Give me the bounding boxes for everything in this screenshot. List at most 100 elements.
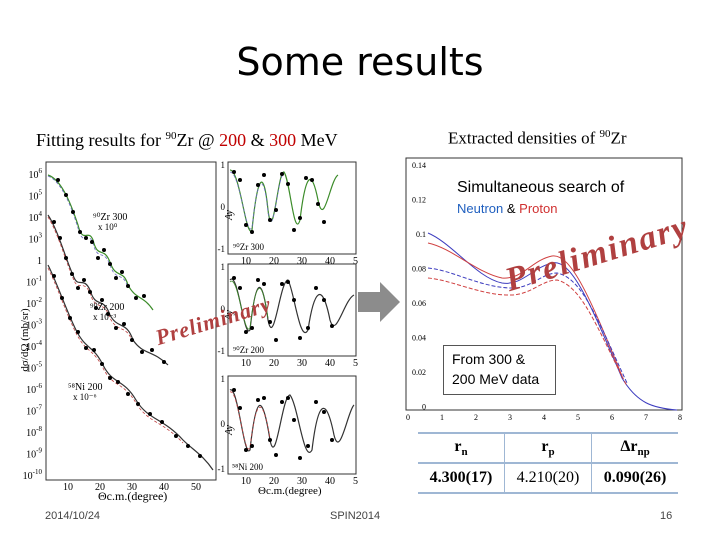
panel-scale-zr300: x 10⁰	[98, 222, 118, 232]
y-tick-label: 10-8	[26, 425, 42, 439]
y-tick-label: 105	[29, 189, 43, 203]
data-point	[232, 276, 236, 280]
data-point	[100, 362, 104, 366]
data-point	[286, 396, 290, 400]
panel-label-zr300: ⁹⁰Zr 300	[93, 212, 127, 223]
data-point	[232, 170, 236, 174]
left-heading: Fitting results for 90Zr @ 200 & 300 MeV	[36, 130, 338, 151]
data-point	[268, 218, 272, 222]
density-y-tick-label: 0.14	[412, 161, 426, 170]
ni200-fit-curve	[47, 264, 214, 471]
right-heading: Extracted densities of 90Zr	[448, 128, 627, 149]
proton-density-curve-2	[427, 277, 628, 387]
ay-x-tick-label: 30	[297, 476, 307, 487]
data-point	[274, 453, 278, 457]
panel-label-ni200: ⁵⁸Ni 200	[68, 382, 102, 393]
data-point	[186, 444, 190, 448]
ay-tick-label: 0	[221, 304, 226, 314]
density-x-tick-label: 0	[406, 413, 410, 422]
rn-header: rn	[418, 433, 505, 464]
rp-header: rp	[503, 433, 593, 464]
data-point	[286, 280, 290, 284]
left-heading-element: Zr @	[176, 130, 220, 150]
zr300-fit-curve	[47, 174, 154, 311]
ay-zr300-alt	[229, 171, 285, 230]
data-point	[78, 230, 82, 234]
search-note: Simultaneous search of Neutron & Proton	[440, 177, 650, 227]
proton-label: Proton	[519, 201, 558, 216]
density-plot: 0.14 0.12 0.1 0.08 0.06 0.04 0.02 0 0 1 2 3 4 5 6 7 8	[405, 157, 683, 422]
density-x-tick-label: 1	[440, 413, 444, 422]
data-point	[92, 348, 96, 352]
data-point	[280, 282, 284, 286]
ay-label-2: Ay	[224, 309, 235, 321]
ay-x-tick-label: 50	[353, 256, 358, 267]
data-point	[126, 392, 130, 396]
data-point	[330, 324, 334, 328]
y-tick-label: 10-7	[26, 404, 42, 418]
data-point	[262, 396, 266, 400]
cross-section-plot: 106105104103110-110-210-310-410-510-610-…	[19, 160, 358, 503]
ay-tick-label: 1	[221, 262, 226, 272]
ay-tick-label: -1	[218, 244, 226, 254]
ay-x-tick-label: 40	[325, 358, 335, 369]
ay-x-tick-label: 40	[325, 256, 335, 267]
data-point	[250, 444, 254, 448]
y-tick-label: 106	[29, 167, 43, 181]
left-heading-joiner: &	[246, 130, 270, 150]
neutron-density-curve-1	[427, 232, 678, 411]
density-y-tick-label: 0.12	[412, 196, 426, 205]
data-point	[88, 290, 92, 294]
data-point	[84, 236, 88, 240]
data-point	[58, 236, 62, 240]
data-point	[90, 240, 94, 244]
footer-date: 2014/10/24	[45, 510, 101, 522]
data-point	[292, 298, 296, 302]
proton-density-curve-1	[427, 267, 628, 384]
ay-ni200-alt	[229, 391, 271, 450]
data-point	[262, 173, 266, 177]
panel-label-zr200: ⁹⁰Zr 200	[90, 302, 124, 313]
data-point	[52, 220, 56, 224]
y-tick-label: 1	[37, 256, 42, 267]
left-heading-energy-b: 300	[269, 130, 297, 150]
data-point	[274, 338, 278, 342]
ay-x-tick-label: 30	[297, 256, 307, 267]
rnp-header: Δrnp	[591, 433, 678, 464]
data-point	[314, 286, 318, 290]
data-point	[298, 216, 302, 220]
data-point	[122, 322, 126, 326]
ni200-alt-curve	[47, 267, 184, 444]
data-point	[250, 326, 254, 330]
data-point	[238, 406, 242, 410]
ay-tick-label: 0	[221, 419, 226, 429]
panel-scale-ni200: x 10⁻⁶	[73, 392, 97, 402]
x-axis-title: Θc.m.(degree)	[98, 489, 167, 503]
data-point	[322, 410, 326, 414]
right-heading-element: Zr	[610, 128, 627, 148]
data-point	[56, 178, 60, 182]
left-heading-mass: 90	[165, 130, 177, 142]
data-point	[120, 270, 124, 274]
data-point	[134, 296, 138, 300]
density-y-tick-label: 0.06	[412, 299, 426, 308]
data-point	[314, 400, 318, 404]
data-point	[306, 326, 310, 330]
ay-tick-label: 1	[221, 160, 226, 170]
ay-x-tick-label: 10	[241, 358, 251, 369]
data-point	[256, 398, 260, 402]
zr200-fit-curve	[47, 214, 169, 366]
data-point	[140, 350, 144, 354]
radii-table-header: rn rp Δrnp	[418, 433, 678, 464]
density-x-tick-label: 8	[678, 413, 682, 422]
rp-value: 4.210(20)	[503, 463, 593, 493]
data-point	[96, 256, 100, 260]
data-point	[100, 298, 104, 302]
data-point	[268, 320, 272, 324]
ay-ni200-curve	[229, 389, 355, 453]
y-tick-label: 10-10	[23, 468, 43, 482]
ay-x-tick-label: 50	[353, 476, 358, 487]
right-heading-prefix: Extracted densities of	[448, 128, 600, 148]
right-heading-mass: 90	[599, 128, 611, 140]
data-point	[108, 262, 112, 266]
